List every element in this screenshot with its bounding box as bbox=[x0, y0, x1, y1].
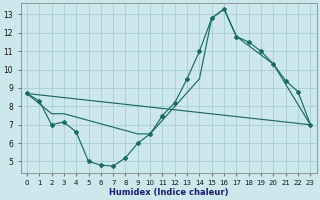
X-axis label: Humidex (Indice chaleur): Humidex (Indice chaleur) bbox=[109, 188, 228, 197]
